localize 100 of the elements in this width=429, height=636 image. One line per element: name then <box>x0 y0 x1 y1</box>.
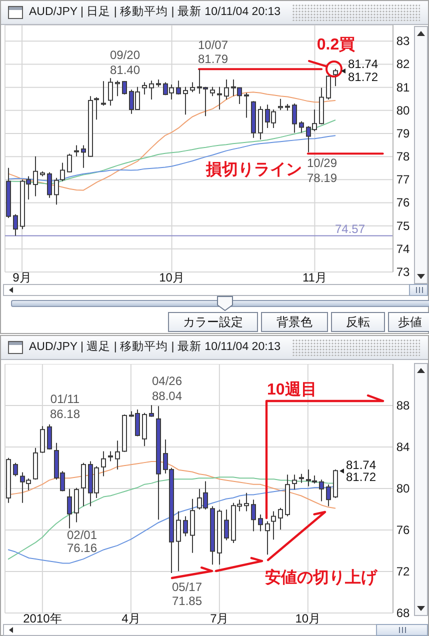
candlestick <box>326 484 331 507</box>
candlestick <box>149 80 154 100</box>
candlestick <box>326 75 331 100</box>
candlestick <box>94 96 99 120</box>
candlestick <box>67 153 72 173</box>
button: カラー設定 <box>168 312 258 332</box>
annotation: 81.72 <box>346 470 376 484</box>
y-tick-label: 77 <box>396 172 410 187</box>
annotation: 81.79 <box>198 52 228 66</box>
x-tick-label: 2010年 <box>23 612 62 626</box>
y-tick-label: 76 <box>396 523 410 537</box>
button: 反転 <box>331 312 385 332</box>
y-tick-label: 73 <box>396 265 410 279</box>
candlestick <box>210 86 215 97</box>
x-tick-label: 10月 <box>295 612 321 626</box>
candlestick <box>33 156 38 197</box>
annotation: 02/01 <box>66 528 98 542</box>
candlestick <box>13 462 18 477</box>
candlestick <box>108 78 113 106</box>
candlestick <box>217 86 222 110</box>
y-tick-label: 84 <box>396 440 410 454</box>
annotation: 0.2買 <box>316 36 356 54</box>
candlestick <box>122 80 127 95</box>
candlestick <box>319 479 324 502</box>
candlestick <box>81 144 86 168</box>
x-tick-label: 11月 <box>302 270 327 284</box>
candlestick <box>47 424 52 450</box>
x-tick-label: 4月 <box>122 612 140 626</box>
candlestick <box>244 492 249 512</box>
candlestick <box>333 68 338 87</box>
annotation: 76.16 <box>66 541 98 555</box>
candlestick <box>278 98 283 111</box>
y-tick-label: 88 <box>396 398 410 412</box>
candlestick <box>115 440 120 470</box>
y-tick-label: 80 <box>396 482 410 496</box>
candlestick <box>271 510 276 540</box>
candlestick <box>251 499 256 532</box>
candlestick <box>74 487 79 523</box>
ref-line-label: 74.57 <box>334 222 366 236</box>
y-tick-label: 72 <box>396 564 410 578</box>
candlestick <box>101 450 106 477</box>
y-tick-label: 76 <box>396 196 410 210</box>
candlestick <box>74 144 79 157</box>
annotation: 01/11 <box>50 392 80 406</box>
button: 歩値 <box>388 312 429 332</box>
y-tick-label: 83 <box>396 34 410 48</box>
x-tick-label: 7月 <box>210 612 229 626</box>
y-tick-label: 75 <box>396 218 410 233</box>
candlestick <box>67 488 72 529</box>
candlestick <box>224 78 229 100</box>
candlestick <box>54 177 59 206</box>
candlestick <box>101 80 106 106</box>
candlestick <box>108 450 113 462</box>
annotation: 81.74 <box>346 458 376 472</box>
candlestick <box>292 102 297 134</box>
y-tick-label: 79 <box>396 126 410 140</box>
annotation: 71.85 <box>172 594 202 608</box>
button: 背景色 <box>261 312 328 332</box>
candlestick <box>265 520 270 556</box>
chart-title: AUD/JPY | 週足 | 移動平均 | 最新 10/11/04 20:13 <box>29 339 281 355</box>
candlestick <box>258 106 263 140</box>
x-tick-label: 9月 <box>12 270 32 284</box>
annotation: 10週目 <box>267 380 317 398</box>
candlestick <box>278 507 283 530</box>
annotation: 81.72 <box>348 70 378 84</box>
candlestick <box>176 80 181 95</box>
candlestick <box>115 80 120 97</box>
annotation: 09/20 <box>110 48 140 62</box>
x-tick-label: 10月 <box>159 270 184 284</box>
y-tick-label: 68 <box>396 606 410 620</box>
candlestick <box>60 162 65 182</box>
candlestick <box>299 120 304 134</box>
annotation: 88.04 <box>152 389 182 403</box>
candlestick <box>47 172 52 198</box>
candlestick <box>292 474 297 490</box>
annotation: 81.74 <box>348 57 378 71</box>
y-tick-label: 80 <box>396 103 410 118</box>
y-tick-label: 81 <box>396 80 410 94</box>
y-tick-label: 82 <box>396 57 410 72</box>
annotation: 04/26 <box>152 374 182 388</box>
candlestick <box>149 404 154 418</box>
candlestick <box>299 473 304 484</box>
candlestick <box>176 510 181 572</box>
annotation: 86.18 <box>50 407 80 421</box>
candlestick <box>13 214 18 236</box>
annotation: 10/07 <box>198 38 228 52</box>
chart-title: AUD/JPY | 日足 | 移動平均 | 最新 10/11/04 20:13 <box>29 4 281 20</box>
candlestick <box>190 82 195 93</box>
annotation: 05/17 <box>172 580 202 594</box>
y-tick-label: 78 <box>396 150 410 164</box>
candlestick <box>183 86 188 116</box>
annotation: 10/29 <box>306 156 338 170</box>
candlestick <box>258 514 263 532</box>
annotation: 81.40 <box>110 63 140 77</box>
candlestick <box>40 426 45 454</box>
candlestick <box>224 509 229 541</box>
annotation: 78.19 <box>306 171 338 185</box>
annotation: 損切りライン <box>205 160 302 178</box>
y-tick-label: 74 <box>396 242 410 256</box>
candlestick <box>183 516 188 537</box>
